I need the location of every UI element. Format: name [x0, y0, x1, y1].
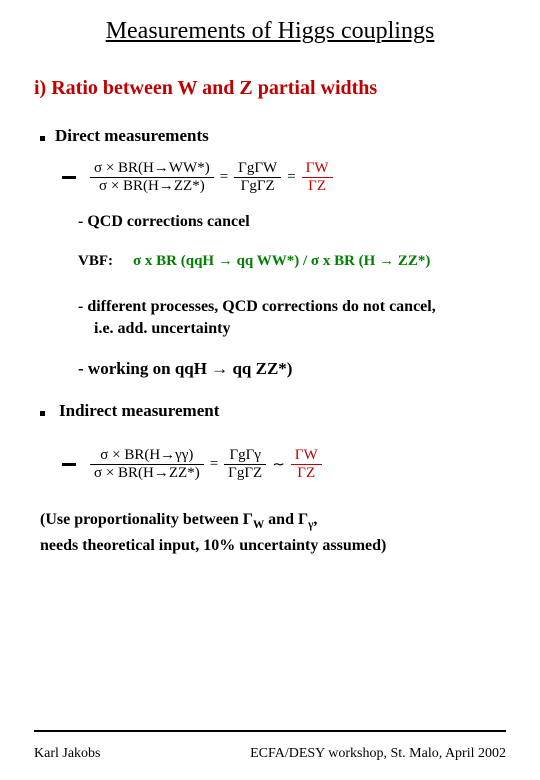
eq1-lhs-num: σ × BR(H→WW*)	[90, 160, 214, 177]
footer-divider	[34, 730, 506, 732]
diff-line-2: i.e. add. uncertainty	[94, 318, 506, 340]
dash-icon	[62, 463, 76, 466]
vbf-expr: σ x BR (qqH → qq WW*) / σ x BR (H → ZZ*)	[133, 253, 430, 270]
footer: Karl Jakobs ECFA/DESY workshop, St. Malo…	[34, 730, 506, 762]
eq1-lhs-den: σ × BR(H→ZZ*)	[95, 178, 209, 195]
indirect-bullet: Indirect measurement	[34, 401, 506, 421]
footer-venue: ECFA/DESY workshop, St. Malo, April 2002	[250, 746, 506, 762]
eq1-mid-num: ΓgΓW	[234, 160, 281, 177]
eq1-body: σ × BR(H→WW*) σ × BR(H→ZZ*) = ΓgΓW ΓgΓZ …	[90, 160, 333, 195]
page-title: Measurements of Higgs couplings	[34, 18, 506, 45]
eq2-rhs-den: ΓZ	[293, 465, 319, 482]
para-line-2: needs theoretical input, 10% uncertainty…	[40, 537, 386, 554]
proportionality-para: (Use proportionality between ΓW and Γγ, …	[40, 508, 506, 557]
eq1-mid-den: ΓgΓZ	[237, 178, 279, 195]
eq2-mid-den: ΓgΓZ	[224, 465, 266, 482]
bullet-icon	[40, 136, 45, 141]
equation-2: σ × BR(H→γγ) σ × BR(H→ZZ*) = ΓgΓγ ΓgΓZ ∼…	[62, 447, 506, 482]
section-heading: i) Ratio between W and Z partial widths	[34, 77, 506, 100]
diff-line-1: - different processes, QCD corrections d…	[78, 296, 506, 318]
eq2-mid-num: ΓgΓγ	[225, 447, 264, 464]
diff-processes: - different processes, QCD corrections d…	[78, 296, 506, 339]
eq1-rhs-num: ΓW	[302, 160, 333, 177]
eq2-lhs-num: σ × BR(H→γγ)	[96, 447, 197, 464]
para-sub-w: W	[253, 519, 264, 531]
footer-author: Karl Jakobs	[34, 746, 101, 762]
eq2-lhs-den: σ × BR(H→ZZ*)	[90, 465, 204, 482]
para-1b: and Γ	[264, 511, 308, 528]
vbf-label: VBF:	[78, 253, 113, 270]
equation-1: σ × BR(H→WW*) σ × BR(H→ZZ*) = ΓgΓW ΓgΓZ …	[62, 160, 506, 195]
vbf-row: VBF: σ x BR (qqH → qq WW*) / σ x BR (H →…	[78, 253, 506, 270]
dash-icon	[62, 176, 76, 179]
direct-bullet: Direct measurements	[34, 126, 506, 146]
eq2-body: σ × BR(H→γγ) σ × BR(H→ZZ*) = ΓgΓγ ΓgΓZ ∼…	[90, 447, 322, 482]
eq1-rhs-den: ΓZ	[304, 178, 330, 195]
direct-label: Direct measurements	[55, 126, 209, 146]
working-note: - working on qqH → qq ZZ*)	[78, 359, 506, 379]
indirect-label: Indirect measurement	[59, 401, 219, 421]
para-1c: ,	[313, 511, 317, 528]
eq2-rhs-num: ΓW	[291, 447, 322, 464]
para-1a: (Use proportionality between Γ	[40, 511, 253, 528]
qcd-note: - QCD corrections cancel	[78, 213, 506, 231]
eq2-approx: ∼	[272, 455, 285, 474]
bullet-icon	[40, 411, 45, 416]
